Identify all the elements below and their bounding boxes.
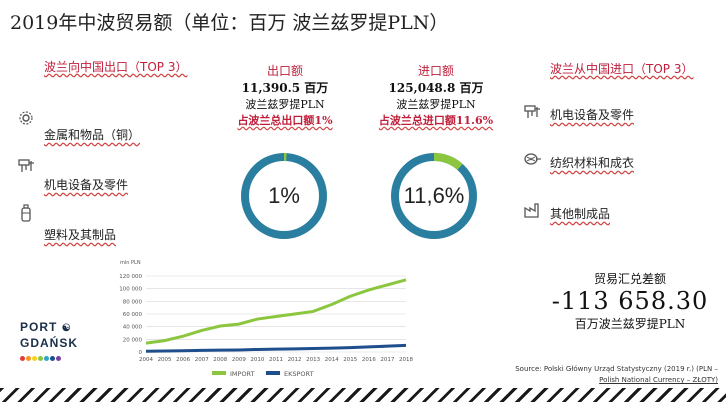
balance-value: -113 658.30	[551, 287, 709, 315]
export-heading: 出口额	[266, 64, 303, 78]
factory-icon	[524, 202, 542, 222]
right-item-2: 纺织材料和成衣	[550, 156, 635, 170]
export-unit: 波兰兹罗提PLN	[245, 98, 325, 111]
page-title: 2019年中波贸易额（单位：百万 波兰兹罗提PLN）	[10, 12, 449, 34]
import-donut	[391, 153, 477, 239]
trade-line-chart: mln PLN 0 20 000 40 000 60 000 80 000 100 000…	[119, 260, 413, 378]
import-heading: 进口额	[417, 64, 454, 78]
legend-label-import: IMPORT	[230, 370, 255, 378]
y-tick-label: 80 000	[123, 299, 143, 305]
right-panel-heading: 波兰从中国进口（TOP 3）	[550, 62, 694, 76]
left-item-2: 机电设备及零件	[44, 178, 129, 192]
x-tick-label: 2014	[325, 357, 339, 363]
balance-unit: 百万波兰兹罗提PLN	[574, 317, 686, 331]
bottle-icon	[20, 204, 32, 226]
x-tick-label: 2013	[306, 357, 320, 363]
export-donut-share	[241, 153, 327, 239]
x-tick-label: 2012	[288, 357, 302, 363]
right-item-1: 机电设备及零件	[550, 108, 635, 122]
export-donut	[241, 153, 327, 239]
port-gdansk-logo: PORT ☯ GDAŃSK	[20, 320, 78, 364]
bottom-hatch-border	[0, 388, 726, 402]
import-value: 125,048.8 百万	[388, 81, 484, 95]
export-donut-label: 1%	[268, 183, 300, 208]
gear-icon	[18, 110, 34, 130]
y-tick-label: 100 000	[119, 287, 142, 293]
machinery-icon	[18, 158, 36, 178]
export-share: 占波兰总出口额1%	[237, 114, 333, 127]
import-donut-share	[391, 153, 477, 239]
x-tick-label: 2008	[213, 357, 227, 363]
export-value: 11,390.5 百万	[241, 81, 329, 95]
y-tick-label: 20 000	[123, 337, 143, 343]
x-tick-label: 2006	[176, 357, 190, 363]
logo-line-1: PORT	[20, 320, 58, 334]
chart-y-axis: 0 20 000 40 000 60 000 80 000 100 000 120 000	[119, 274, 142, 356]
balance-title: 贸易汇兑差额	[593, 272, 666, 286]
y-tick-label: 0	[139, 350, 143, 356]
chart-unit-label: mln PLN	[120, 260, 141, 266]
left-item-3: 塑料及其制品	[44, 228, 117, 242]
logo-dots	[20, 350, 78, 364]
x-tick-label: 2011	[269, 357, 283, 363]
legend-label-export: EKSPORT	[284, 370, 314, 378]
import-donut-label: 11,6%	[403, 183, 465, 208]
source-line-1: Source: Polski Główny Urząd Statystyczny…	[515, 365, 718, 373]
import-unit: 波兰兹罗提PLN	[396, 98, 476, 111]
chart-grid	[146, 275, 406, 353]
y-tick-label: 40 000	[123, 325, 143, 331]
machinery-icon	[524, 104, 542, 124]
left-panel-heading: 波兰向中国出口（TOP 3）	[44, 60, 188, 74]
x-tick-label: 2016	[362, 357, 376, 363]
series-line-export	[145, 343, 407, 353]
x-tick-label: 2010	[250, 357, 264, 363]
x-tick-label: 2009	[232, 357, 246, 363]
left-item-1: 金属和物品（铜）	[44, 128, 141, 142]
textile-icon	[524, 152, 542, 170]
x-tick-label: 2007	[195, 357, 209, 363]
chart-legend: IMPORT EKSPORT	[212, 370, 314, 378]
logo-line-2: GDAŃSK	[20, 336, 79, 350]
x-tick-label: 2015	[343, 357, 357, 363]
chart-x-axis: 2004 2005 2006 2007 2008 2009 2010 2011 2012 2013…	[139, 357, 413, 363]
x-tick-label: 2018	[399, 357, 413, 363]
right-item-3: 其他制成品	[550, 207, 611, 221]
x-tick-label: 2005	[158, 357, 172, 363]
y-tick-label: 120 000	[119, 274, 142, 280]
x-tick-label: 2004	[139, 357, 153, 363]
import-share: 占波兰总进口额11.6%	[378, 114, 494, 127]
x-tick-label: 2017	[380, 357, 394, 363]
series-line-import	[145, 278, 407, 345]
source-note: Source: Polski Główny Urząd Statystyczny…	[480, 364, 718, 386]
source-line-2: Polish National Currency – ZŁOTY)	[599, 376, 718, 384]
y-tick-label: 60 000	[123, 312, 143, 318]
